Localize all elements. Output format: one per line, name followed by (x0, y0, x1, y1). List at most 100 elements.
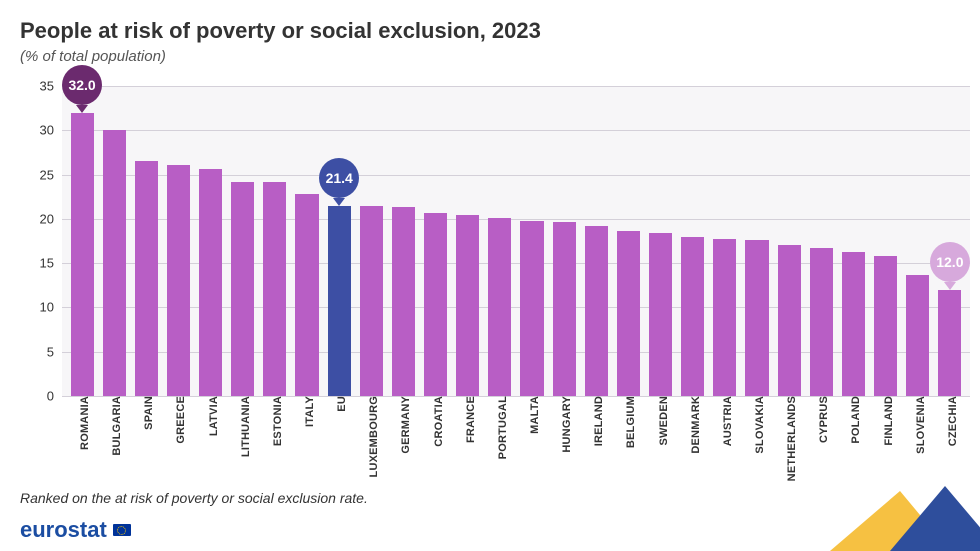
bar-category-label: Croatia (427, 396, 445, 447)
bar (167, 165, 190, 396)
bar-category-label: Luxembourg (362, 396, 380, 477)
bar (649, 233, 672, 396)
chart-area: RomaniaBulgariaSpainGreeceLatviaLithuani… (62, 86, 970, 396)
bar-slot: Spain (130, 86, 162, 396)
y-tick-label: 20 (24, 211, 54, 226)
bar-slot: Luxembourg (355, 86, 387, 396)
bar (71, 113, 94, 396)
bar (360, 206, 383, 396)
chart-subtitle: (% of total population) (20, 48, 166, 65)
y-tick-label: 10 (24, 300, 54, 315)
bar-category-label: Slovenia (909, 396, 927, 454)
bar (328, 206, 351, 396)
y-tick-label: 15 (24, 256, 54, 271)
bar-category-label: Sweden (652, 396, 670, 445)
bar (231, 182, 254, 396)
bar-slot: Austria (709, 86, 741, 396)
bar-slot: Denmark (677, 86, 709, 396)
bar-slot: Malta (516, 86, 548, 396)
bar (778, 245, 801, 396)
y-tick-label: 35 (24, 79, 54, 94)
gridline (62, 396, 970, 397)
bar (617, 231, 640, 396)
bar-category-label: Belgium (619, 396, 637, 448)
chart-title: People at risk of poverty or social excl… (20, 18, 541, 44)
bar-category-label: Italy (298, 396, 316, 427)
brand-logo: eurostat (20, 517, 131, 543)
bar-category-label: Estonia (266, 396, 284, 446)
eu-flag-icon (113, 524, 131, 536)
bar-category-label: Cyprus (812, 396, 830, 443)
bar-category-label: France (459, 396, 477, 443)
bar-slot: Hungary (548, 86, 580, 396)
bar-slot: Germany (387, 86, 419, 396)
bar-slot: Sweden (645, 86, 677, 396)
y-tick-label: 25 (24, 167, 54, 182)
bar (135, 161, 158, 396)
rank-note: Ranked on the at risk of poverty or soci… (20, 490, 368, 506)
bar (810, 248, 833, 396)
bar-category-label: Finland (877, 396, 895, 446)
bar (199, 169, 222, 396)
bar (842, 252, 865, 396)
bar-category-label: Austria (716, 396, 734, 446)
bar-category-label: Slovakia (748, 396, 766, 454)
bar-slot: Croatia (420, 86, 452, 396)
page-root: People at risk of poverty or social excl… (0, 0, 980, 551)
bar-slot: Finland (870, 86, 902, 396)
bar-category-label: Germany (394, 396, 412, 454)
bar-slot: Ireland (580, 86, 612, 396)
value-callout: 32.0 (62, 65, 102, 105)
bar-slot: Slovenia (902, 86, 934, 396)
bar (424, 213, 447, 396)
bar-slot: Belgium (612, 86, 644, 396)
bar (553, 222, 576, 396)
bar-category-label: EU (330, 396, 348, 412)
bar (745, 240, 768, 396)
bar-category-label: Denmark (684, 396, 702, 454)
bar (713, 239, 736, 396)
bars-container: RomaniaBulgariaSpainGreeceLatviaLithuani… (62, 86, 970, 396)
bar-category-label: Greece (169, 396, 187, 444)
bar-slot: Romania (66, 86, 98, 396)
bar-slot: Lithuania (227, 86, 259, 396)
y-tick-label: 0 (24, 389, 54, 404)
bar (263, 182, 286, 396)
bar-slot: EU (323, 86, 355, 396)
bar (456, 215, 479, 396)
bar-slot: Italy (291, 86, 323, 396)
y-tick-label: 30 (24, 123, 54, 138)
bar (938, 290, 961, 396)
bar-slot: Estonia (259, 86, 291, 396)
bar-category-label: Spain (137, 396, 155, 430)
corner-swoosh-icon (800, 471, 980, 551)
bar-category-label: Lithuania (234, 396, 252, 457)
bar (520, 221, 543, 396)
bar (681, 237, 704, 396)
value-callout: 12.0 (930, 242, 970, 282)
bar-category-label: Malta (523, 396, 541, 434)
bar-slot: Slovakia (741, 86, 773, 396)
bar-slot: Greece (162, 86, 194, 396)
bar (295, 194, 318, 396)
bar-category-label: Bulgaria (105, 396, 123, 456)
bar-category-label: Ireland (587, 396, 605, 446)
bar-slot: Netherlands (773, 86, 805, 396)
bar-slot: France (452, 86, 484, 396)
bar (874, 256, 897, 396)
bar-category-label: Portugal (491, 396, 509, 459)
bar-slot: Poland (837, 86, 869, 396)
bar-slot: Latvia (195, 86, 227, 396)
bar-category-label: Poland (844, 396, 862, 444)
bar-slot: Portugal (484, 86, 516, 396)
bar (906, 275, 929, 396)
bar-slot: Cyprus (805, 86, 837, 396)
y-tick-label: 5 (24, 344, 54, 359)
bar (488, 218, 511, 396)
bar (585, 226, 608, 396)
bar-category-label: Czechia (941, 396, 959, 446)
bar-category-label: Romania (73, 396, 91, 450)
bar-category-label: Latvia (202, 396, 220, 436)
bar-category-label: Hungary (555, 396, 573, 453)
bar-category-label: Netherlands (780, 396, 798, 481)
